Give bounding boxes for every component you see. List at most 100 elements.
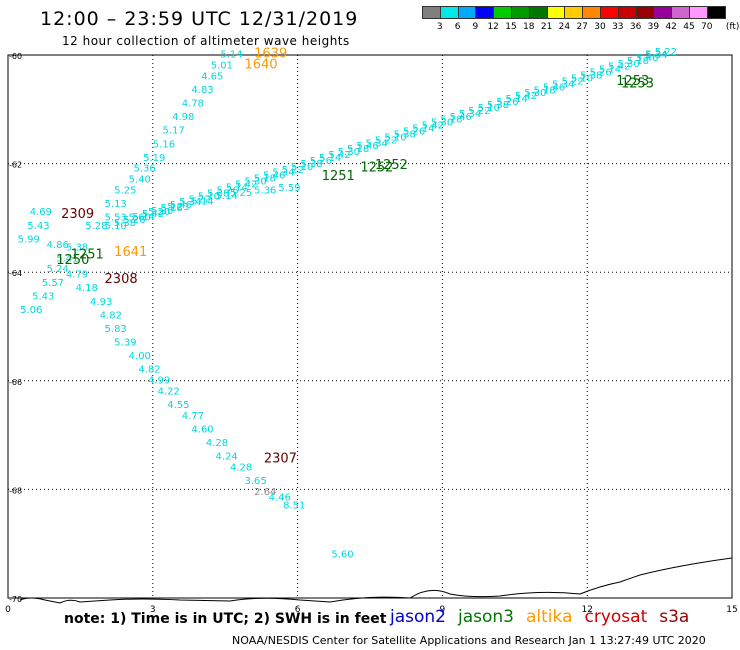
- pass-time-label: 2309: [61, 207, 94, 222]
- wave-height-label: 4.69: [30, 207, 52, 218]
- wave-height-label: 5.25: [230, 188, 252, 199]
- wave-height-label: 5.20: [148, 207, 170, 218]
- y-tick-label: -70: [9, 595, 22, 604]
- track-value-label: 5.26: [589, 68, 611, 79]
- wave-height-label: 4.60: [191, 424, 213, 435]
- pass-time-label: 1640: [245, 58, 278, 73]
- legend-item-s3a: s3a: [659, 607, 690, 627]
- x-tick-label: 0: [5, 605, 11, 615]
- wave-height-label: 4.83: [191, 85, 213, 96]
- wave-height-label: 2.64: [254, 487, 276, 498]
- scale-label: 36: [629, 22, 642, 32]
- wave-height-label: 5.59: [278, 183, 300, 194]
- track-value-label: 5.42: [608, 62, 630, 73]
- track-value-label: 5.22: [375, 135, 397, 146]
- wave-height-label: 4.77: [182, 411, 204, 422]
- wave-height-label: 5.43: [27, 221, 49, 232]
- scale-label: 39: [647, 22, 660, 32]
- pass-time-label: 1253: [616, 74, 649, 89]
- track-value-label: 5.46: [170, 200, 192, 211]
- track-value-label: 5.18: [254, 174, 276, 185]
- wave-height-label: 5.60: [129, 213, 151, 224]
- track-value-label: 5.42: [422, 121, 444, 132]
- y-tick-label: -68: [9, 486, 22, 495]
- scale-label: 42: [665, 22, 677, 32]
- wave-height-label: 4.99: [148, 376, 170, 387]
- y-tick-label: -60: [9, 52, 22, 61]
- track-value-label: 5.34: [645, 50, 667, 61]
- wave-height-label: 5.14: [220, 50, 242, 61]
- track-value-label: 5.34: [366, 138, 388, 149]
- wave-height-label: 8.51: [283, 500, 305, 511]
- satellite-legend: jason2 jason3 altika cryosat s3a: [390, 607, 701, 627]
- y-tick-label: -64: [9, 269, 22, 278]
- wave-height-label: 5.34: [645, 50, 667, 61]
- track-value-label: 5.30: [151, 206, 173, 217]
- track-value-label: 5.42: [328, 150, 350, 161]
- wave-height-label: 5.40: [129, 175, 151, 186]
- track-value-label: 5.18: [627, 56, 649, 67]
- wave-height-label: 4.82: [138, 365, 160, 376]
- track-value-label: 5.14: [506, 94, 528, 105]
- track-value-label: 5.10: [105, 221, 127, 232]
- wave-height-label: 4.93: [90, 297, 112, 308]
- track-value-label: 5.10: [478, 103, 500, 114]
- track-value-label: 5.38: [114, 218, 136, 229]
- wave-height-label: 3.65: [245, 476, 267, 487]
- track-value-label: 5.22: [562, 76, 584, 87]
- chart-subtitle: 12 hour collection of altimeter wave hei…: [62, 34, 350, 48]
- wave-height-label: 5.25: [114, 185, 136, 196]
- track-value-label: 5.26: [496, 97, 518, 108]
- track-value-label: 5.18: [440, 115, 462, 126]
- track-value-label: 5.38: [580, 71, 602, 82]
- wave-height-label: 4.65: [201, 71, 223, 82]
- wave-height-label: 5.23: [167, 202, 189, 213]
- wave-height-label: 5.99: [18, 234, 40, 245]
- scale-label: 70: [701, 22, 713, 32]
- wave-height-label: 4.18: [76, 283, 98, 294]
- scale-label: 3: [436, 22, 443, 32]
- scale-label: 6: [454, 22, 461, 32]
- wave-height-label: 5.06: [20, 305, 42, 316]
- scale-label: 33: [612, 22, 624, 32]
- wave-height-label: 4.28: [206, 438, 228, 449]
- track-value-label: 5.26: [216, 185, 238, 196]
- y-tick-label: -62: [9, 161, 22, 170]
- track-value-label: 5.14: [599, 65, 621, 76]
- wave-height-label: 5.38: [66, 242, 88, 253]
- track-value-label: 5.46: [450, 112, 472, 123]
- pass-time-label: 1253: [621, 77, 654, 92]
- legend-item-cryosat: cryosat: [584, 607, 648, 627]
- wave-height-label: 5.14: [191, 196, 213, 207]
- scale-label: 30: [594, 22, 606, 32]
- wave-height-label: 5.83: [105, 324, 127, 335]
- chart-title: 12:00 – 23:59 UTC 12/31/2019: [40, 8, 359, 30]
- track-value-label: 5.10: [571, 74, 593, 85]
- track-value-label: 5.34: [272, 168, 294, 179]
- track-value-label: 5.30: [617, 59, 639, 70]
- wave-height-label: 5.41: [56, 253, 78, 264]
- track-value-label: 5.22: [468, 106, 490, 117]
- wave-height-label: 4.00: [129, 351, 151, 362]
- scale-swatch: [706, 6, 726, 19]
- track-value-label: 5.34: [459, 109, 481, 120]
- pass-time-label: 1641: [114, 245, 147, 260]
- track-value-label: 5.46: [263, 171, 285, 182]
- x-tick-label: 15: [726, 605, 737, 615]
- track-value-label: 5.34: [552, 79, 574, 90]
- footer-credit: NOAA/NESDIS Center for Satellite Applica…: [232, 634, 706, 647]
- wave-height-label: 4.79: [66, 270, 88, 281]
- track-value-label: 5.18: [534, 85, 556, 96]
- wave-height-label: 4.98: [172, 112, 194, 123]
- track-value-label: 5.26: [310, 156, 332, 167]
- scale-label: 12: [487, 22, 499, 32]
- pass-time-label: 1252: [360, 161, 393, 176]
- scale-label: 27: [576, 22, 588, 32]
- wave-height-label: 5.28: [85, 221, 107, 232]
- wave-height-label: 4.55: [167, 400, 189, 411]
- track-value-label: 5.22: [282, 165, 304, 176]
- track-value-label: 5.10: [384, 132, 406, 143]
- wave-height-label: 4.28: [230, 462, 252, 473]
- pass-time-label: 1639: [254, 47, 287, 62]
- wave-height-label: 5.16: [153, 139, 175, 150]
